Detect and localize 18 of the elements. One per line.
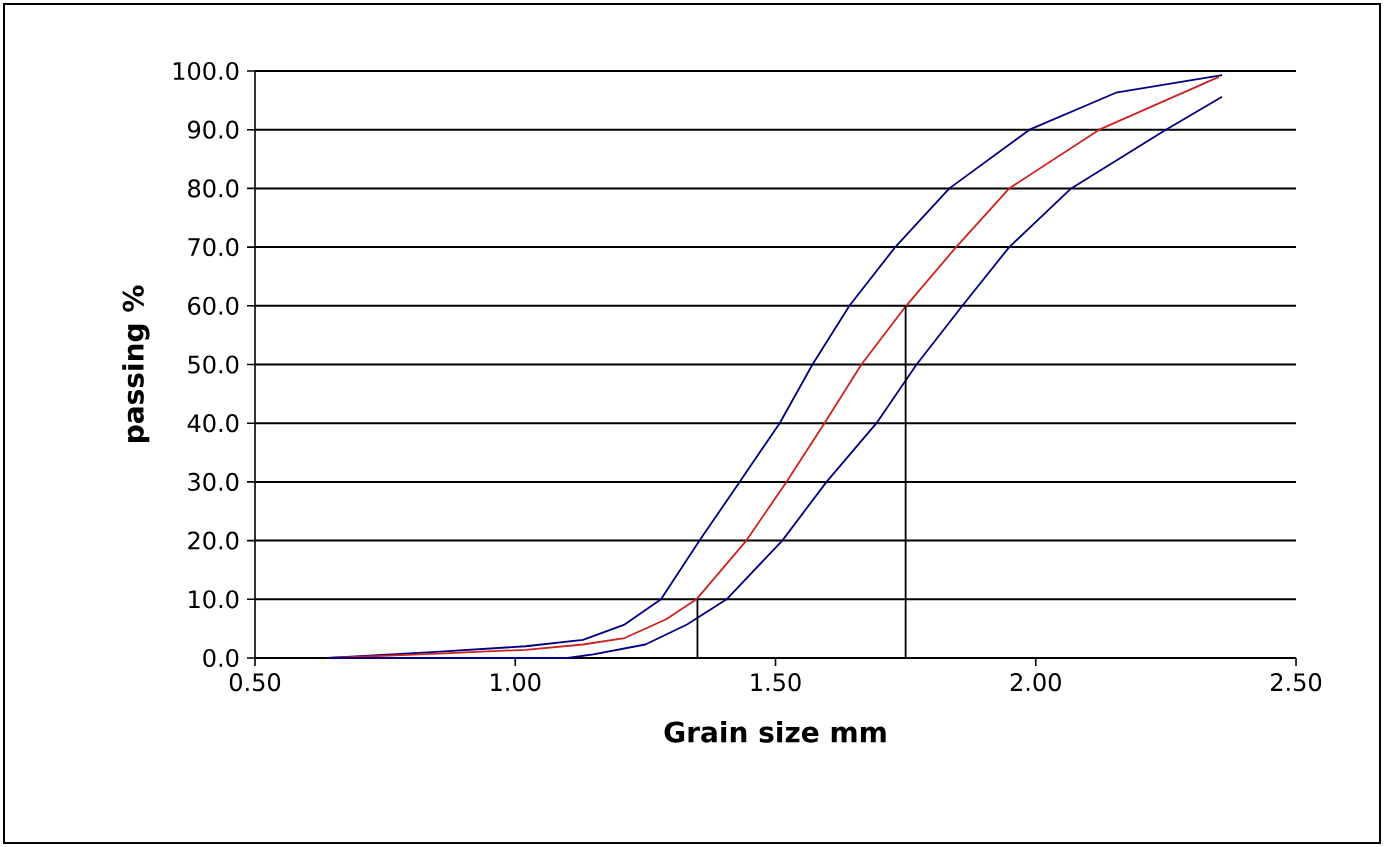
y-tick-label: 80.0 (188, 179, 239, 198)
y-tick-label: 30.0 (188, 472, 239, 491)
x-tick-label: 0.50 (229, 673, 281, 692)
y-tick-label: 90.0 (188, 120, 239, 139)
y-tick-label: 0.0 (203, 648, 239, 668)
x-tick-label: 2.50 (1271, 673, 1322, 692)
y-tick-label: 100.0 (173, 61, 239, 81)
x-tick-label: 1.50 (751, 673, 801, 692)
y-tick-label: 20.0 (188, 531, 239, 550)
x-tick-label: 1.00 (491, 673, 541, 692)
y-tick-label: 50.0 (188, 355, 239, 374)
y-tick-label: 60.0 (188, 296, 239, 315)
y-axis-title: passing % (122, 285, 150, 442)
y-tick-label: 70.0 (188, 238, 239, 257)
x-tick-label: 2.00 (1010, 673, 1061, 692)
y-tick-label: 40.0 (187, 414, 239, 433)
y-tick-label: 10.0 (189, 590, 239, 609)
x-axis-title: Grain size mm (664, 720, 886, 743)
